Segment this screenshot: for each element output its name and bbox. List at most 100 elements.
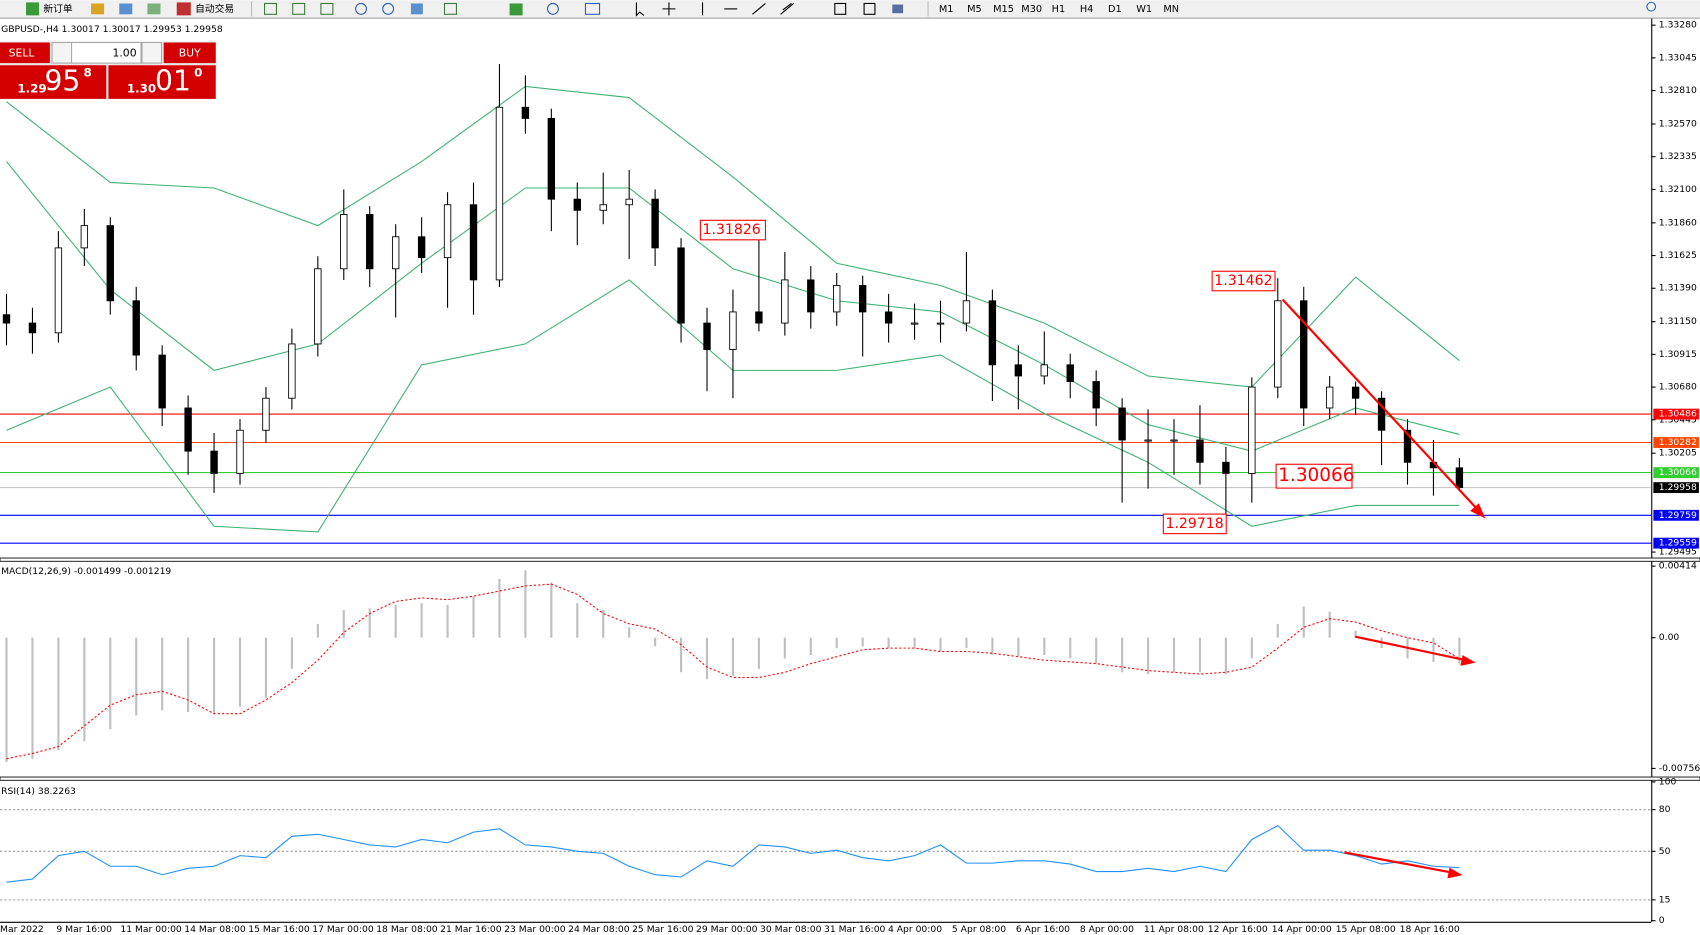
icon[interactable] bbox=[443, 2, 457, 15]
macd-bar bbox=[31, 637, 34, 759]
x-tick-label: 25 Mar 16:00 bbox=[632, 924, 694, 935]
macd-bar bbox=[576, 603, 579, 638]
macd-bar bbox=[861, 637, 864, 647]
auto-trading-icon[interactable] bbox=[176, 2, 191, 16]
icon[interactable] bbox=[147, 3, 161, 15]
x-tick-label: 8 Apr 00:00 bbox=[1080, 924, 1134, 935]
icon[interactable] bbox=[410, 3, 423, 15]
period-icon[interactable] bbox=[546, 2, 559, 15]
indicators-icon[interactable] bbox=[509, 3, 523, 16]
candle-body bbox=[1170, 439, 1178, 442]
candle-body bbox=[1196, 439, 1204, 463]
macd-arrow bbox=[1355, 635, 1468, 662]
icon[interactable] bbox=[292, 2, 306, 15]
macd-bar bbox=[212, 637, 216, 714]
timeframe-button[interactable]: W1 bbox=[1136, 4, 1152, 15]
zoom-in-icon[interactable] bbox=[355, 2, 367, 15]
macd-bar bbox=[809, 637, 812, 655]
template-icon[interactable] bbox=[584, 2, 601, 15]
macd-bar bbox=[472, 596, 475, 638]
buy-button[interactable] bbox=[163, 42, 216, 64]
y-tick-label: 1.31150 bbox=[1659, 316, 1697, 327]
level-label-bg bbox=[1653, 537, 1699, 549]
chart-area: GBPUSD-,H4 1.30017 1.30017 1.29953 1.299… bbox=[0, 18, 1700, 935]
timeframe-button[interactable]: MN bbox=[1163, 4, 1179, 15]
trend-arrow bbox=[1281, 298, 1480, 512]
x-tick-label: 29 Mar 00:00 bbox=[696, 924, 758, 935]
macd-bar bbox=[394, 604, 397, 638]
toolbar: 新订单 自动交易 M1 M5 M15 M30 H1 H4 D1 W1 MN bbox=[0, 0, 1700, 18]
annotation: 1.31826 bbox=[703, 222, 761, 238]
macd-bar bbox=[705, 637, 709, 680]
x-tick-label: 11 Mar 00:00 bbox=[120, 924, 182, 935]
y-tick-label: 1.30205 bbox=[1659, 448, 1697, 459]
macd-bar bbox=[1250, 637, 1253, 659]
candle-body bbox=[910, 322, 919, 325]
macd-bar bbox=[628, 627, 631, 638]
bid-fraction[interactable]: 8 bbox=[83, 65, 91, 79]
lot-value[interactable]: 1.00 bbox=[112, 46, 136, 59]
candle-body bbox=[1092, 381, 1100, 409]
zoom-out-icon[interactable] bbox=[382, 2, 395, 15]
lot-input[interactable] bbox=[71, 41, 142, 64]
timeframe-button[interactable]: M1 bbox=[939, 4, 954, 15]
icon[interactable] bbox=[320, 2, 334, 15]
macd-bar bbox=[965, 637, 968, 649]
y-tick-label: 1.33280 bbox=[1659, 20, 1697, 31]
ask-fraction[interactable]: 0 bbox=[194, 65, 202, 79]
icon[interactable] bbox=[91, 3, 105, 15]
sell-label[interactable]: SELL bbox=[9, 46, 35, 59]
y-tick-label: 1.30680 bbox=[1659, 382, 1697, 393]
timeframe-button[interactable]: H4 bbox=[1080, 4, 1094, 15]
y-tick-label: 80 bbox=[1659, 804, 1671, 815]
crosshair-icon[interactable] bbox=[662, 2, 676, 16]
x-tick-label: 6 Apr 16:00 bbox=[1016, 924, 1070, 935]
x-tick-label: 18 Mar 08:00 bbox=[376, 924, 438, 935]
macd-bar bbox=[1198, 637, 1202, 673]
bid-box[interactable] bbox=[0, 65, 107, 99]
auto-trading-button[interactable]: 自动交易 bbox=[195, 2, 234, 15]
search-icon[interactable] bbox=[1646, 1, 1657, 12]
macd-bar bbox=[1224, 637, 1227, 674]
rsi-arrow bbox=[1344, 851, 1455, 875]
cursor-icon[interactable] bbox=[635, 2, 645, 17]
new-order-icon[interactable] bbox=[26, 2, 40, 16]
timeframe-button[interactable]: M15 bbox=[993, 4, 1014, 15]
bid-pips[interactable]: 95 bbox=[44, 65, 80, 98]
candle-body bbox=[184, 407, 192, 452]
candle-body bbox=[469, 204, 478, 281]
candle-body bbox=[547, 117, 556, 200]
ask-pips[interactable]: 01 bbox=[155, 65, 191, 98]
macd-bar bbox=[316, 623, 319, 638]
icon[interactable] bbox=[119, 3, 133, 15]
panel-title: GBPUSD-,H4 1.30017 1.30017 1.29953 1.299… bbox=[1, 24, 223, 35]
candle-body bbox=[288, 343, 296, 399]
x-tick-label: 30 Mar 08:00 bbox=[760, 924, 822, 935]
annotation: 1.31462 bbox=[1214, 273, 1272, 289]
bid-big[interactable]: 1.29 bbox=[17, 82, 46, 96]
ask-big[interactable]: 1.30 bbox=[127, 82, 156, 96]
candle-body bbox=[936, 322, 945, 325]
shapes-icon[interactable] bbox=[892, 4, 904, 14]
panel-title: RSI(14) 38.2263 bbox=[1, 786, 76, 797]
timeframe-button[interactable]: D1 bbox=[1108, 4, 1122, 15]
macd-bar bbox=[5, 637, 8, 763]
channel-icon[interactable] bbox=[780, 3, 794, 15]
timeframe-button[interactable]: M5 bbox=[967, 4, 982, 15]
lot-down[interactable] bbox=[51, 41, 73, 64]
sell-button[interactable] bbox=[0, 42, 50, 64]
x-tick-label: 15 Apr 08:00 bbox=[1336, 924, 1396, 935]
trendline-icon[interactable] bbox=[752, 3, 766, 15]
text-icon[interactable] bbox=[863, 2, 876, 15]
x-tick-label: 24 Mar 08:00 bbox=[568, 924, 630, 935]
timeframe-button[interactable]: M30 bbox=[1021, 4, 1042, 15]
timeframe-button[interactable]: H1 bbox=[1052, 4, 1066, 15]
lot-up[interactable] bbox=[141, 41, 163, 64]
buy-label[interactable]: BUY bbox=[179, 46, 201, 59]
ask-box[interactable] bbox=[108, 65, 216, 99]
icon[interactable] bbox=[263, 2, 278, 15]
fibo-icon[interactable] bbox=[834, 2, 847, 15]
macd-bar bbox=[679, 637, 683, 673]
new-order-button[interactable]: 新订单 bbox=[43, 2, 72, 15]
candle-body bbox=[236, 429, 244, 474]
